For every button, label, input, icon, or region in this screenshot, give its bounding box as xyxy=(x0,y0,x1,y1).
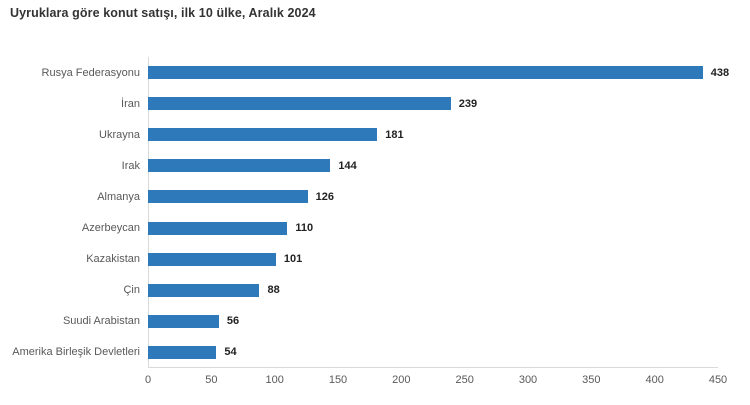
bar xyxy=(148,128,378,142)
x-axis-tick-label: 200 xyxy=(392,374,411,386)
bar xyxy=(148,159,331,173)
bar-row: Rusya Federasyonu 438 xyxy=(0,57,750,88)
bar-row: Azerbeycan 110 xyxy=(0,212,750,243)
x-axis-tick-label: 350 xyxy=(582,374,601,386)
category-label: Almanya xyxy=(97,190,140,203)
x-axis-tick-label: 450 xyxy=(708,374,728,386)
bar-row: Suudi Arabistan 56 xyxy=(0,306,750,337)
x-axis-tick-label: 400 xyxy=(645,374,664,386)
category-label: Ukrayna xyxy=(99,128,140,141)
value-label: 88 xyxy=(267,284,280,297)
x-axis-tick-label: 150 xyxy=(328,374,348,386)
value-label: 101 xyxy=(283,253,303,266)
bar xyxy=(148,190,308,204)
value-label: 144 xyxy=(338,159,357,172)
bar-row: Almanya 126 xyxy=(0,181,750,212)
x-axis: 0 50 100 150 200 250 300 350 400 450 xyxy=(0,374,750,390)
bar xyxy=(148,252,276,266)
plot-area-axes xyxy=(148,57,718,368)
bar-row: Çin 88 xyxy=(0,275,750,306)
x-axis-tick-label: 50 xyxy=(205,374,218,386)
category-label: Irak xyxy=(121,159,140,172)
value-label: 239 xyxy=(458,97,478,110)
value-label: 181 xyxy=(385,128,404,141)
value-label: 56 xyxy=(226,315,240,328)
bar xyxy=(148,283,260,297)
category-label: İran xyxy=(121,97,140,110)
category-label: Rusya Federasyonu xyxy=(41,66,140,79)
bar-row: Ukrayna 181 xyxy=(0,119,750,150)
x-axis-tick-label: 100 xyxy=(265,374,284,386)
bar-row: Irak 144 xyxy=(0,150,750,181)
bar-row: Kazakistan 101 xyxy=(0,244,750,275)
bar xyxy=(148,66,703,80)
x-axis-tick-label: 0 xyxy=(144,374,152,386)
bar xyxy=(148,314,219,328)
category-label: Suudi Arabistan xyxy=(62,315,140,328)
value-label: 126 xyxy=(315,190,334,203)
bar xyxy=(148,221,288,235)
value-label: 54 xyxy=(224,346,237,359)
x-axis-tick-label: 250 xyxy=(455,374,474,386)
bar xyxy=(148,97,451,111)
category-label: Kazakistan xyxy=(86,253,140,266)
value-label: 110 xyxy=(295,222,314,235)
bar-row: İran 239 xyxy=(0,88,750,119)
value-label: 438 xyxy=(710,66,730,79)
category-label: Azerbeycan xyxy=(81,222,140,235)
bar xyxy=(148,345,217,359)
chart-title: Uyruklara göre konut satışı, ilk 10 ülke… xyxy=(10,6,316,20)
category-label: Amerika Birleşik Devletleri xyxy=(12,346,140,359)
category-label: Çin xyxy=(123,284,140,297)
x-axis-tick-label: 300 xyxy=(518,374,538,386)
bar-row: Amerika Birleşik Devletleri 54 xyxy=(0,337,750,368)
bar-rows: Rusya Federasyonu 438 İran 239 Ukrayna 181 Ira… xyxy=(0,57,750,368)
